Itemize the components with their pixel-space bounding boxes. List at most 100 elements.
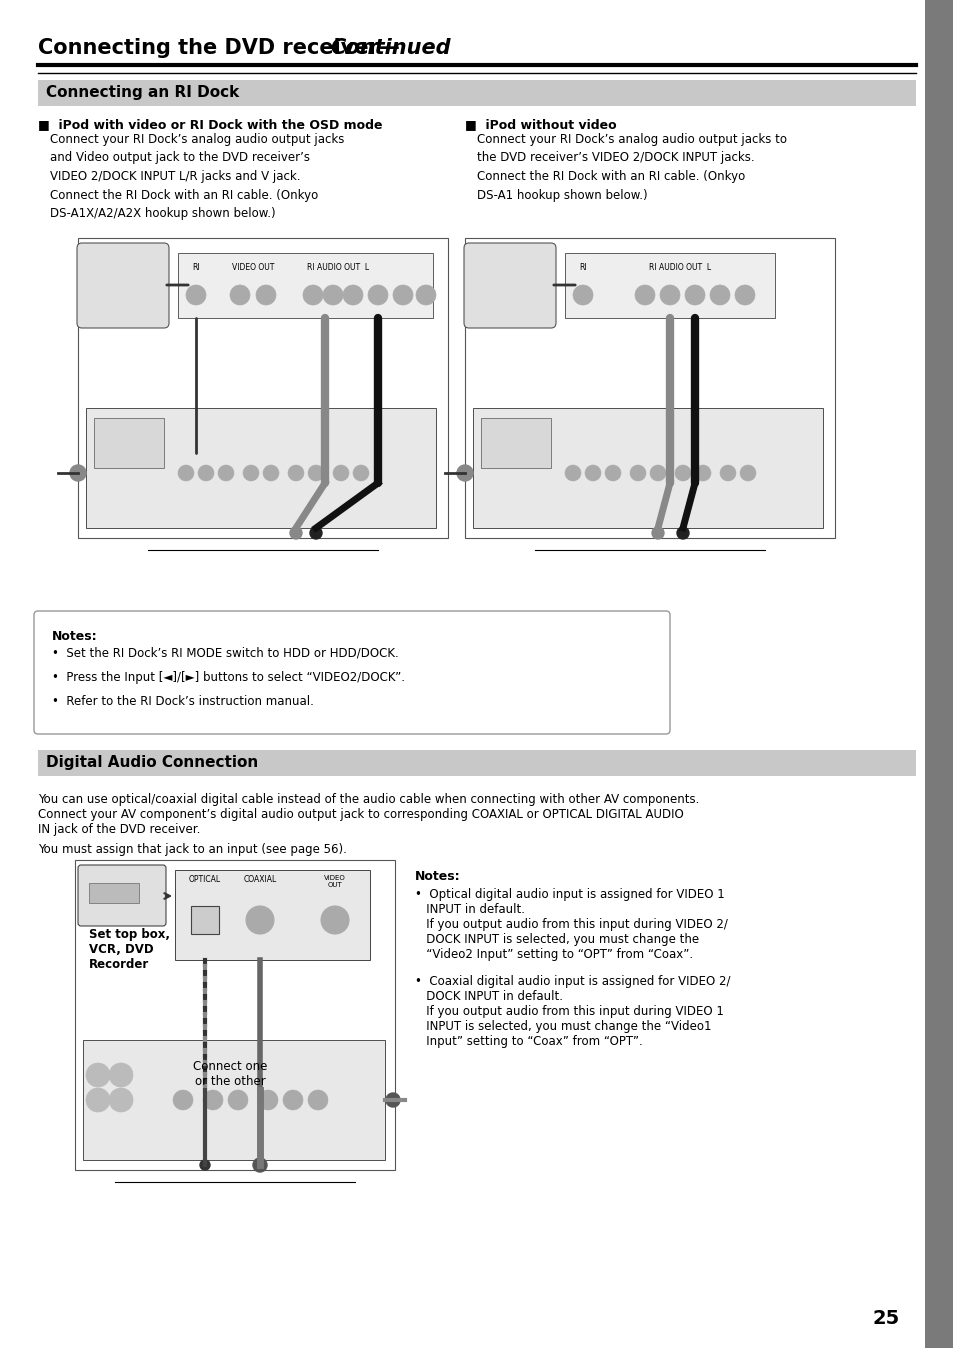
Circle shape — [200, 1161, 210, 1170]
Text: INPUT in default.: INPUT in default. — [415, 903, 524, 917]
Text: If you output audio from this input during VIDEO 2/: If you output audio from this input duri… — [415, 918, 727, 931]
Circle shape — [649, 465, 665, 481]
Text: INPUT is selected, you must change the “Video1: INPUT is selected, you must change the “… — [415, 1020, 711, 1033]
Circle shape — [308, 1091, 328, 1109]
Bar — [473, 408, 822, 528]
Circle shape — [368, 284, 388, 305]
Text: ■  iPod with video or RI Dock with the OSD mode: ■ iPod with video or RI Dock with the OS… — [38, 119, 382, 131]
Text: Connecting an RI Dock: Connecting an RI Dock — [46, 85, 239, 101]
Circle shape — [323, 284, 343, 305]
Text: VIDEO OUT: VIDEO OUT — [232, 263, 274, 272]
Text: VCR, DVD: VCR, DVD — [89, 944, 153, 956]
Text: •  Refer to the RI Dock’s instruction manual.: • Refer to the RI Dock’s instruction man… — [52, 696, 314, 708]
Text: COAXIAL: COAXIAL — [243, 875, 276, 884]
Text: ■  iPod without video: ■ iPod without video — [464, 119, 616, 131]
Circle shape — [604, 465, 620, 481]
Circle shape — [263, 465, 278, 481]
Circle shape — [333, 465, 349, 481]
Text: You must assign that jack to an input (see page 56).: You must assign that jack to an input (s… — [38, 842, 347, 856]
Bar — [38, 749, 915, 776]
Text: DOCK INPUT in default.: DOCK INPUT in default. — [415, 989, 562, 1003]
FancyBboxPatch shape — [464, 239, 834, 538]
FancyBboxPatch shape — [78, 865, 166, 926]
Text: •  Set the RI Dock’s RI MODE switch to HDD or HDD/DOCK.: • Set the RI Dock’s RI MODE switch to HD… — [52, 647, 398, 661]
Text: •  Press the Input [◄]/[►] buttons to select “VIDEO2/DOCK”.: • Press the Input [◄]/[►] buttons to sel… — [52, 671, 405, 683]
FancyBboxPatch shape — [34, 611, 669, 735]
Text: You can use optical/coaxial digital cable instead of the audio cable when connec: You can use optical/coaxial digital cabl… — [38, 793, 699, 806]
Circle shape — [564, 465, 580, 481]
Circle shape — [677, 527, 688, 539]
Circle shape — [675, 465, 690, 481]
Circle shape — [635, 284, 655, 305]
Bar — [178, 253, 433, 318]
Bar — [38, 80, 915, 106]
FancyBboxPatch shape — [174, 869, 370, 960]
Circle shape — [255, 284, 275, 305]
Bar — [86, 408, 436, 528]
Circle shape — [303, 284, 323, 305]
Circle shape — [109, 1088, 132, 1112]
Bar — [924, 0, 953, 1348]
Text: OPTICAL: OPTICAL — [189, 875, 221, 884]
Circle shape — [584, 465, 600, 481]
Bar — [83, 1041, 385, 1161]
Circle shape — [288, 465, 304, 481]
Circle shape — [629, 465, 645, 481]
Text: Continued: Continued — [330, 38, 450, 58]
Circle shape — [734, 284, 754, 305]
Circle shape — [86, 1088, 110, 1112]
Circle shape — [186, 284, 206, 305]
Text: Set top box,: Set top box, — [89, 927, 170, 941]
Text: 25: 25 — [872, 1309, 899, 1328]
Circle shape — [659, 284, 679, 305]
Circle shape — [172, 1091, 193, 1109]
Circle shape — [246, 906, 274, 934]
Text: Recorder: Recorder — [89, 958, 149, 971]
Circle shape — [308, 465, 324, 481]
Circle shape — [416, 284, 436, 305]
Circle shape — [386, 1093, 399, 1107]
Circle shape — [393, 284, 413, 305]
Circle shape — [343, 284, 363, 305]
Text: Connect your RI Dock’s analog audio output jacks
and Video output jack to the DV: Connect your RI Dock’s analog audio outp… — [50, 133, 344, 220]
Text: RI: RI — [578, 263, 586, 272]
Circle shape — [198, 465, 213, 481]
Circle shape — [353, 465, 369, 481]
Text: IN jack of the DVD receiver.: IN jack of the DVD receiver. — [38, 824, 200, 836]
Text: •  Optical digital audio input is assigned for VIDEO 1: • Optical digital audio input is assigne… — [415, 888, 724, 900]
Circle shape — [243, 465, 258, 481]
Circle shape — [684, 284, 704, 305]
Circle shape — [230, 284, 250, 305]
FancyBboxPatch shape — [75, 860, 395, 1170]
Text: Notes:: Notes: — [415, 869, 460, 883]
Circle shape — [573, 284, 593, 305]
Text: VIDEO
OUT: VIDEO OUT — [324, 875, 346, 888]
Circle shape — [70, 465, 86, 481]
Circle shape — [310, 527, 322, 539]
Text: DOCK INPUT is selected, you must change the: DOCK INPUT is selected, you must change … — [415, 933, 699, 946]
Circle shape — [178, 465, 193, 481]
Text: RI AUDIO OUT  L: RI AUDIO OUT L — [307, 263, 369, 272]
Circle shape — [253, 1158, 267, 1171]
Circle shape — [695, 465, 710, 481]
Circle shape — [720, 465, 735, 481]
Text: RI: RI — [192, 263, 199, 272]
Text: Connecting the DVD receiver—: Connecting the DVD receiver— — [38, 38, 399, 58]
Circle shape — [290, 527, 302, 539]
Circle shape — [740, 465, 755, 481]
FancyBboxPatch shape — [78, 239, 448, 538]
Bar — [191, 906, 219, 934]
Circle shape — [257, 1091, 277, 1109]
Bar — [564, 253, 774, 318]
Text: Connect your AV component’s digital audio output jack to corresponding COAXIAL o: Connect your AV component’s digital audi… — [38, 807, 683, 821]
Text: Digital Audio Connection: Digital Audio Connection — [46, 755, 258, 771]
Text: “Video2 Input” setting to “OPT” from “Coax”.: “Video2 Input” setting to “OPT” from “Co… — [415, 948, 693, 961]
Text: Input” setting to “Coax” from “OPT”.: Input” setting to “Coax” from “OPT”. — [415, 1035, 642, 1047]
Circle shape — [709, 284, 729, 305]
Circle shape — [320, 906, 349, 934]
Circle shape — [109, 1064, 132, 1086]
Text: Connect one
or the other: Connect one or the other — [193, 1060, 267, 1088]
Circle shape — [651, 527, 663, 539]
FancyBboxPatch shape — [463, 243, 556, 328]
Text: RI AUDIO OUT  L: RI AUDIO OUT L — [648, 263, 710, 272]
